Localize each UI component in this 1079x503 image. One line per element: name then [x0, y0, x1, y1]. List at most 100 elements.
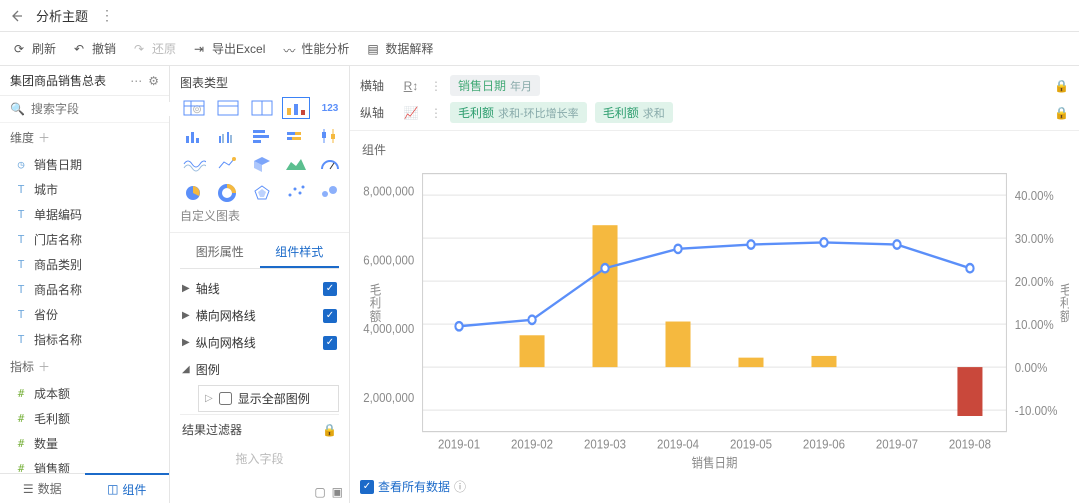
combo-icon[interactable] [282, 97, 310, 119]
area-icon[interactable] [282, 153, 310, 175]
tab-component-style[interactable]: 组件样式 [260, 237, 340, 268]
view-all-data[interactable]: ✓ 查看所有数据 ⓘ [360, 476, 1069, 495]
show-all-legend-checkbox[interactable] [219, 392, 232, 405]
data-interpret-button[interactable]: ▤数据解释 [367, 40, 433, 57]
h-grid-checkbox[interactable]: ✓ [323, 309, 337, 323]
indicator-field[interactable]: #数量 [0, 431, 169, 456]
filter-dropzone[interactable]: 拖入字段 [180, 444, 339, 473]
dataset-name[interactable]: 集团商品销售总表 [10, 72, 130, 89]
dimension-field[interactable]: T指标名称 [0, 327, 169, 352]
dimension-field[interactable]: ◷销售日期 [0, 152, 169, 177]
data-tab-icon: ☰ [23, 482, 34, 496]
view-all-info-icon[interactable]: ⓘ [454, 478, 466, 495]
x-pill-0[interactable]: 销售日期年月 [450, 75, 540, 96]
dimension-field[interactable]: T商品名称 [0, 277, 169, 302]
mid-foot-icon-2[interactable]: ▣ [332, 485, 343, 499]
group-label: 组件 [360, 135, 1069, 160]
y-lock-icon[interactable]: 🔒 [1054, 106, 1069, 120]
prop-axis-line[interactable]: ▶轴线✓ [180, 275, 339, 302]
export-excel-button[interactable]: ⇥导出Excel [194, 40, 265, 57]
field-type-icon: T [14, 283, 28, 296]
redo-label: 还原 [152, 40, 176, 57]
bar-grp-icon[interactable] [214, 125, 242, 147]
dimension-field[interactable]: T省份 [0, 302, 169, 327]
cube-icon[interactable] [248, 153, 276, 175]
prop-h-grid[interactable]: ▶横向网格线✓ [180, 302, 339, 329]
dimension-field[interactable]: T商品类别 [0, 252, 169, 277]
stack-icon[interactable] [282, 125, 310, 147]
line-pt-icon[interactable] [214, 153, 242, 175]
svg-text:2019-04: 2019-04 [657, 437, 699, 452]
y-pill-0[interactable]: 毛利额求和-环比增长率 [450, 102, 587, 123]
v-grid-checkbox[interactable]: ✓ [323, 336, 337, 350]
prop-legend[interactable]: ◢图例 [180, 356, 339, 383]
field-type-icon: T [14, 233, 28, 246]
x-axis-type-icon[interactable]: R↕ [400, 79, 422, 93]
pie-icon[interactable] [180, 181, 208, 203]
field-type-icon: # [14, 462, 28, 473]
donut-icon[interactable] [214, 181, 242, 203]
axis-line-checkbox[interactable]: ✓ [323, 282, 337, 296]
tab-data[interactable]: ☰数据 [0, 474, 85, 503]
table2-icon[interactable] [214, 97, 242, 119]
dimension-field[interactable]: T门店名称 [0, 227, 169, 252]
indicator-field[interactable]: #毛利额 [0, 406, 169, 431]
indicator-field[interactable]: # 销售额 [0, 456, 169, 473]
chart-type-grid: 123 [180, 97, 339, 203]
y-pill-1[interactable]: 毛利额求和 [595, 102, 673, 123]
svg-text:-10.00%: -10.00% [1015, 403, 1058, 418]
field-type-icon: ◷ [14, 158, 28, 171]
field-type-icon: T [14, 308, 28, 321]
field-type-icon: T [14, 208, 28, 221]
search-input[interactable] [31, 102, 186, 116]
x-lock-icon[interactable]: 🔒 [1054, 79, 1069, 93]
bar-icon[interactable] [180, 125, 208, 147]
undo-button[interactable]: ↶撤销 [74, 40, 116, 57]
redo-button[interactable]: ↷还原 [134, 40, 176, 57]
tab-component[interactable]: ◫组件 [85, 473, 170, 503]
chart-type-header: 图表类型 [180, 74, 339, 91]
dimensions-header[interactable]: 维度＋ [0, 123, 169, 152]
legend-expand-icon[interactable]: ▷ [205, 393, 213, 404]
y-axis-type-icon[interactable]: 📈 [400, 106, 422, 120]
refresh-button[interactable]: ⟳刷新 [14, 40, 56, 57]
view-all-checkbox[interactable]: ✓ [360, 480, 374, 494]
svg-text:20.00%: 20.00% [1015, 274, 1054, 289]
bubble-icon[interactable] [316, 181, 344, 203]
back-icon[interactable] [10, 9, 24, 23]
radar-icon[interactable] [248, 181, 276, 203]
svg-text:销售日期: 销售日期 [692, 455, 738, 471]
field-search[interactable]: 🔍 ⊚ [0, 96, 169, 123]
filter-lock-icon[interactable]: 🔒 [322, 423, 337, 437]
legend-show-all[interactable]: ▷ 显示全部图例 [198, 385, 339, 412]
number-icon[interactable]: 123 [316, 97, 344, 119]
dataset-more-icon[interactable]: ⋯ [130, 74, 142, 88]
pivot-icon[interactable] [248, 97, 276, 119]
svg-text:10.00%: 10.00% [1015, 317, 1054, 332]
prop-v-grid[interactable]: ▶纵向网格线✓ [180, 329, 339, 356]
candle-icon[interactable] [316, 125, 344, 147]
gauge-icon[interactable] [316, 153, 344, 175]
indicators-header[interactable]: 指标＋ [0, 352, 169, 381]
tab-graph-attr[interactable]: 图形属性 [180, 237, 260, 268]
svg-text:毛利额: 毛利额 [1058, 283, 1069, 323]
field-label: 销售额 [34, 460, 70, 473]
svg-text:2019-02: 2019-02 [511, 437, 553, 452]
add-dimension-icon[interactable]: ＋ [38, 129, 50, 146]
svg-text:6,000,000: 6,000,000 [363, 253, 414, 268]
scatter-icon[interactable] [282, 181, 310, 203]
table-icon[interactable] [180, 97, 208, 119]
more-icon[interactable]: ⋮ [100, 7, 115, 24]
indicator-field[interactable]: #成本额 [0, 381, 169, 406]
mid-foot-icon-1[interactable]: ▢ [314, 485, 325, 499]
add-indicator-icon[interactable]: ＋ [38, 358, 50, 375]
dimension-field[interactable]: T城市 [0, 177, 169, 202]
dimension-field[interactable]: T单据编码 [0, 202, 169, 227]
wave-icon[interactable] [180, 153, 208, 175]
field-label: 城市 [34, 181, 58, 198]
perf-label: 性能分析 [301, 40, 349, 57]
custom-chart-label[interactable]: 自定义图表 [180, 207, 339, 224]
dataset-settings-icon[interactable]: ⚙ [148, 74, 159, 88]
performance-button[interactable]: 〰性能分析 [283, 40, 349, 57]
bar-h-icon[interactable] [248, 125, 276, 147]
